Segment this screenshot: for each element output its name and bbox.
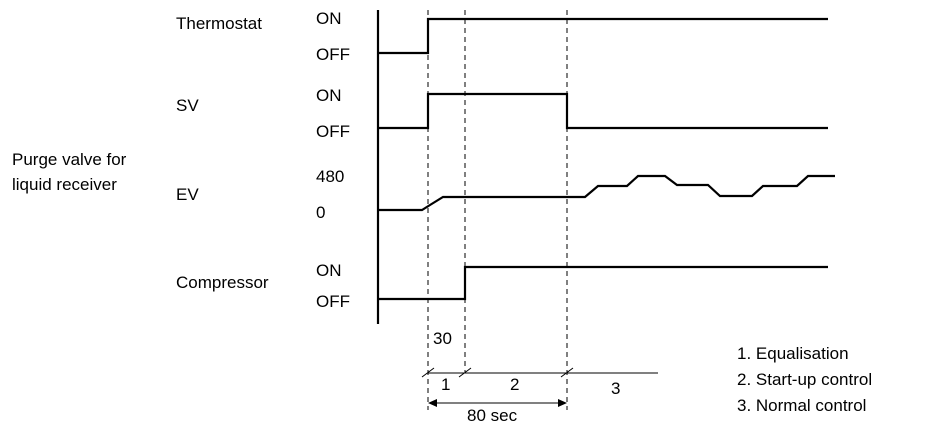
phase-tick-80s (560, 367, 574, 378)
legend-item-1: 1. Equalisation (737, 344, 849, 363)
ev-waveform (378, 174, 835, 212)
legend-item-3: 3. Normal control (737, 396, 866, 415)
thermostat-low-label: OFF (316, 45, 350, 64)
sv-low-label: OFF (316, 122, 350, 141)
compressor-waveform (378, 265, 828, 301)
duration-label: 80 sec (467, 406, 518, 425)
signal-name-compressor: Compressor (176, 273, 269, 292)
duration-arrow-right-head (558, 399, 567, 407)
thermostat-waveform (378, 17, 828, 55)
signal-name-thermostat: Thermostat (176, 14, 262, 33)
compressor-low-label: OFF (316, 292, 350, 311)
signal-name-sv: SV (176, 96, 199, 115)
compressor-high-label: ON (316, 261, 342, 280)
sv-waveform (378, 92, 828, 130)
group-label-line2: liquid receiver (12, 175, 117, 194)
phase-number-1: 1 (441, 375, 450, 394)
signal-name-ev: EV (176, 185, 199, 204)
duration-arrow-left-head (428, 399, 437, 407)
ev-high-label: 480 (316, 167, 344, 186)
phase-tick-start (421, 367, 435, 378)
phase-number-2: 2 (510, 375, 519, 394)
phase-number-3: 3 (611, 379, 620, 398)
ev-low-label: 0 (316, 203, 325, 222)
group-label-line1: Purge valve for (12, 150, 127, 169)
delay-label: 30 (433, 329, 452, 348)
phase-tick-30s (458, 367, 472, 378)
sv-high-label: ON (316, 86, 342, 105)
thermostat-high-label: ON (316, 9, 342, 28)
legend-item-2: 2. Start-up control (737, 370, 872, 389)
